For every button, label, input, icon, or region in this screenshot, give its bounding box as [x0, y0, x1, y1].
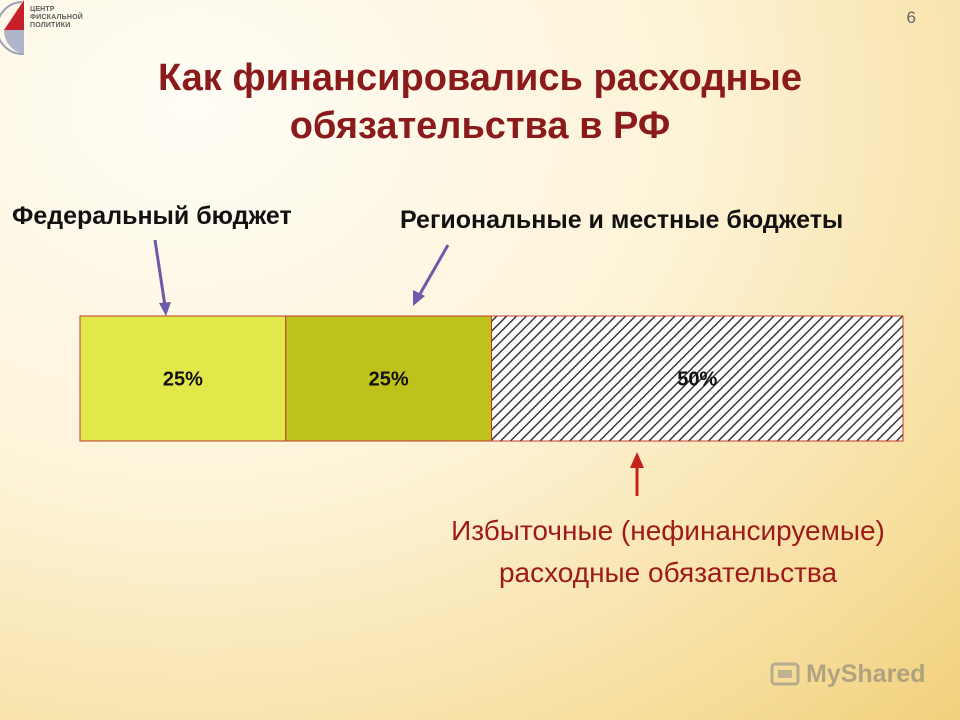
logo-line-2: ФИСКАЛЬНОЙ	[30, 14, 83, 21]
myshared-logo-icon	[770, 662, 800, 686]
regional-arrow-head	[413, 290, 425, 306]
title-line-2: обязательства в РФ	[289, 105, 671, 147]
bar-segment-label-2: 25%	[369, 369, 409, 391]
bar-segment-label-1: 25%	[163, 369, 203, 391]
bar-segment-1	[79, 315, 287, 442]
regional-arrow	[418, 244, 450, 295]
unfunded-obligations-note: Избыточные (нефинансируемые) расходные о…	[380, 510, 956, 594]
note-line-2: расходные обязательства	[498, 557, 838, 588]
bar-segment-label-3: 50%	[677, 369, 717, 391]
note-line-1: Избыточные (нефинансируемые)	[451, 515, 885, 546]
logo-text: ЦЕНТР ФИСКАЛЬНОЙ ПОЛИТИКИ	[30, 6, 83, 30]
title-line-1: Как финансировались расходные	[157, 57, 802, 99]
unfunded-arrow-head	[630, 452, 644, 468]
center-fiscal-policy-logo	[0, 0, 25, 56]
regional-budget-label: Региональные и местные бюджеты	[400, 206, 844, 234]
logo-line-1: ЦЕНТР	[30, 6, 55, 13]
logo-line-3: ПОЛИТИКИ	[30, 22, 71, 29]
federal-budget-label: Федеральный бюджет	[12, 202, 292, 230]
stacked-bar: 25% 25% 50%	[79, 315, 904, 442]
bar-segment-3	[491, 315, 904, 442]
slide-title: Как финансировались расходные обязательс…	[0, 54, 960, 150]
watermark-text: MyShared	[806, 660, 926, 688]
page-number: 6	[906, 8, 916, 27]
federal-arrow-head	[159, 302, 171, 316]
federal-arrow	[153, 239, 167, 307]
